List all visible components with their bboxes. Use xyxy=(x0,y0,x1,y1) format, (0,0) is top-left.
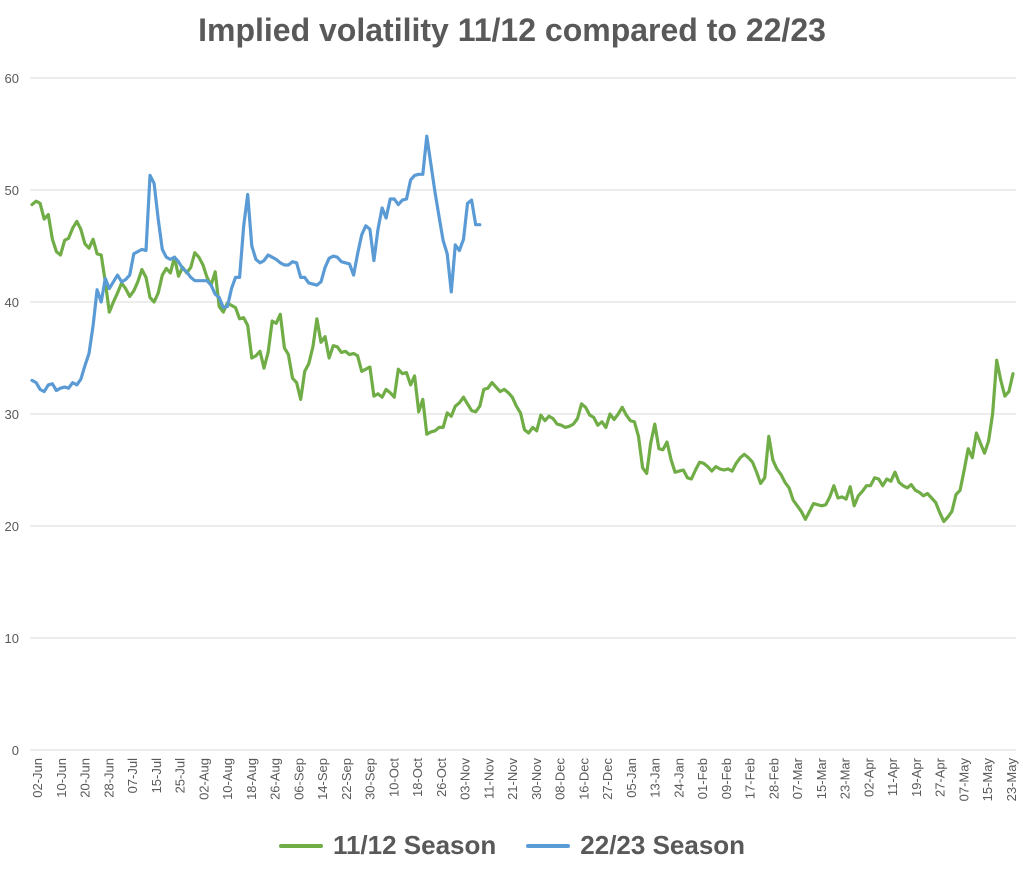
x-tick-label: 02-Apr xyxy=(861,757,876,797)
legend-swatch-blue xyxy=(526,843,571,848)
legend-item-22-23-season: 22/23 Season xyxy=(526,830,745,861)
x-tick-label: 07-Mar xyxy=(790,757,805,799)
x-tick-label: 28-Jun xyxy=(101,758,116,798)
x-tick-label: 21-Nov xyxy=(505,758,520,800)
x-tick-label: 27-Dec xyxy=(600,758,615,800)
x-tick-label: 30-Sep xyxy=(363,758,378,800)
x-tick-label: 11-Nov xyxy=(481,758,496,799)
legend-label: 22/23 Season xyxy=(580,830,746,860)
x-tick-label: 05-Jan xyxy=(624,758,639,798)
x-tick-label: 17-Feb xyxy=(743,758,758,799)
series-lines xyxy=(30,134,1015,524)
series-line-11-12-season xyxy=(30,199,1015,524)
x-tick-label: 02-Aug xyxy=(196,758,211,800)
legend-swatch-green xyxy=(278,843,323,848)
y-tick-label: 50 xyxy=(5,183,19,198)
x-tick-label: 26-Oct xyxy=(434,758,449,797)
y-tick-label: 20 xyxy=(5,519,19,534)
x-tick-label: 03-Nov xyxy=(458,758,473,800)
x-tick-label: 23-May xyxy=(1004,758,1019,802)
x-tick-label: 30-Nov xyxy=(529,758,544,800)
x-tick-label: 10-Oct xyxy=(386,758,401,797)
x-tick-label: 08-Dec xyxy=(553,758,568,800)
x-tick-label: 16-Dec xyxy=(576,758,591,800)
x-tick-label: 07-May xyxy=(956,758,971,802)
x-tick-label: 07-Jul xyxy=(125,758,140,794)
y-axis-ticks: 0 10 20 30 40 50 60 xyxy=(5,71,19,758)
series-line-22-23-season xyxy=(30,134,482,394)
x-tick-label: 24-Jan xyxy=(671,758,686,798)
chart-title: Implied volatility 11/12 compared to 22/… xyxy=(198,12,826,48)
x-tick-label: 23-Mar xyxy=(838,757,853,799)
y-tick-label: 10 xyxy=(5,631,19,646)
x-tick-label: 10-Aug xyxy=(220,758,235,800)
x-tick-label: 28-Feb xyxy=(766,758,781,799)
legend-label: 11/12 Season xyxy=(332,830,497,860)
y-tick-label: 40 xyxy=(5,295,19,310)
x-tick-label: 15-Jul xyxy=(149,758,164,794)
gridlines xyxy=(30,77,1016,751)
x-tick-label: 25-Jul xyxy=(173,758,188,794)
x-tick-label: 20-Jun xyxy=(78,758,93,798)
x-tick-label: 11-Apr xyxy=(885,757,900,796)
x-tick-label: 02-Jun xyxy=(30,758,45,798)
y-tick-label: 0 xyxy=(12,743,19,758)
x-tick-label: 22-Sep xyxy=(339,758,354,800)
legend-item-11-12-season: 11/12 Season xyxy=(278,830,497,861)
y-tick-label: 30 xyxy=(5,407,19,422)
x-tick-label: 18-Aug xyxy=(244,758,259,800)
x-tick-label: 01-Feb xyxy=(695,758,710,799)
x-axis-ticks: 02-Jun 10-Jun 20-Jun 28-Jun 07-Jul 15-Jul 25-J… xyxy=(30,757,1019,801)
x-tick-label: 13-Jan xyxy=(648,758,663,798)
x-tick-label: 15-Mar xyxy=(814,757,829,799)
x-tick-label: 19-Apr xyxy=(909,757,924,797)
x-tick-label: 18-Oct xyxy=(410,758,425,797)
legend: 11/12 Season 22/23 Season xyxy=(0,830,1024,861)
x-tick-label: 26-Aug xyxy=(268,758,283,800)
y-tick-label: 60 xyxy=(5,71,19,86)
x-tick-label: 09-Feb xyxy=(719,758,734,799)
x-tick-label: 14-Sep xyxy=(315,758,330,800)
x-tick-label: 10-Jun xyxy=(54,758,69,798)
x-tick-label: 15-May xyxy=(980,758,995,802)
x-tick-label: 27-Apr xyxy=(933,757,948,797)
x-tick-label: 06-Sep xyxy=(291,758,306,800)
